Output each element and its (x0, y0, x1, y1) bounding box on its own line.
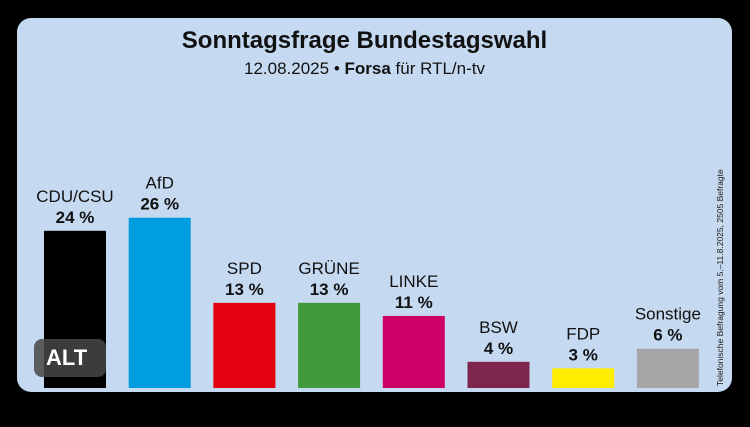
bullet-separator: • (333, 59, 340, 78)
category-label-spd: SPD (227, 259, 262, 278)
category-label-cdu-csu: CDU/CSU (36, 187, 113, 206)
bar-bsw (467, 361, 530, 388)
value-label-spd: 13 % (225, 280, 264, 299)
poll-date: 12.08.2025 (244, 59, 330, 78)
value-label-gr-ne: 13 % (310, 280, 349, 299)
bar-spd (213, 302, 276, 388)
category-label-gr-ne: GRÜNE (298, 259, 359, 278)
bar-afd (128, 217, 191, 388)
bar-linke (382, 315, 445, 388)
chart-subtitle: 12.08.2025 • Forsa für RTL/n-tv (17, 59, 712, 79)
category-label-sonstige: Sonstige (635, 305, 701, 324)
bar-fdp (552, 368, 615, 388)
bar-sonstige (636, 348, 699, 388)
value-label-linke: 11 % (395, 293, 433, 312)
bar-gr-ne (298, 302, 361, 388)
value-label-cdu-csu: 24 % (56, 208, 95, 227)
chart-title: Sonntagsfrage Bundestagswahl (181, 27, 548, 54)
value-label-fdp: 3 % (569, 345, 598, 364)
value-label-afd: 26 % (140, 195, 179, 214)
value-label-sonstige: 6 % (653, 326, 682, 345)
client-name: für RTL/n-tv (395, 59, 485, 78)
category-label-linke: LINKE (389, 272, 438, 291)
value-label-bsw: 4 % (484, 339, 513, 358)
category-label-afd: AfD (146, 174, 174, 193)
category-label-bsw: BSW (479, 318, 518, 337)
category-label-fdp: FDP (566, 324, 600, 343)
pollster-name: Forsa (344, 59, 391, 78)
alt-badge[interactable]: ALT (34, 339, 106, 377)
